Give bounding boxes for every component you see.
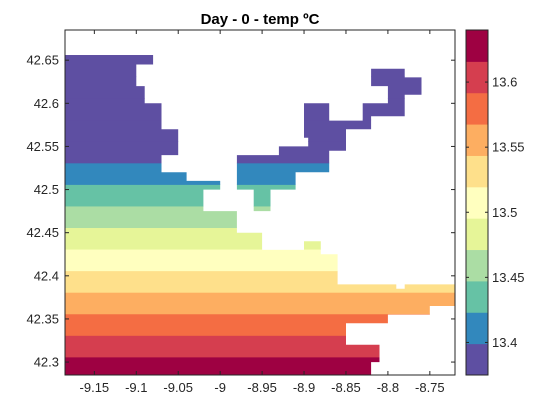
x-tick-label: -9 [214, 380, 226, 395]
colorbar-segment [466, 124, 488, 156]
colorbar-segment [466, 280, 488, 313]
colorbar-segment [466, 155, 488, 188]
plot-area [65, 30, 455, 375]
colorbar-segment [466, 312, 488, 345]
colorbar-segment [466, 218, 488, 251]
y-tick-label: 42.55 [26, 139, 59, 154]
y-tick-label: 42.4 [34, 268, 59, 283]
colorbar-segment [466, 186, 488, 219]
y-tick-label: 42.45 [26, 225, 59, 240]
colorbar-tick-label: 13.4 [492, 335, 517, 350]
colorbar-tick-label: 13.5 [492, 205, 517, 220]
temperature-band [65, 292, 455, 315]
y-tick-label: 42.3 [34, 355, 59, 370]
colorbar-segment [466, 61, 488, 94]
colorbar-tick-label: 13.55 [492, 140, 525, 155]
colorbar-segment [466, 249, 488, 282]
x-tick-label: -8.75 [415, 380, 445, 395]
colorbar-tick-label: 13.6 [492, 75, 517, 90]
x-tick-label: -9.05 [163, 380, 193, 395]
x-tick-label: -8.9 [293, 380, 315, 395]
colorbar-segment [466, 30, 488, 62]
x-tick-label: -9.1 [125, 380, 147, 395]
temperature-band [65, 356, 455, 375]
axes: -9.15 -9.1 -9.05 -9 -8.95 -8.9 -8.85 -8.8 -8.75 4… [26, 29, 456, 395]
y-tick-label: 42.5 [34, 182, 59, 197]
x-tick-label: -8.8 [377, 380, 399, 395]
colorbar-frame [465, 29, 489, 376]
chart-title: Day - 0 - temp ºC [201, 11, 320, 28]
x-tick-label: -8.95 [247, 380, 277, 395]
x-tick-label: -8.85 [331, 380, 361, 395]
y-tick-label: 42.35 [26, 311, 59, 326]
colorbar-tick-label: 13.45 [492, 270, 525, 285]
y-tick-label: 42.6 [34, 96, 59, 111]
plot-frame [64, 29, 456, 376]
colorbar-segment [466, 92, 488, 125]
colorbar: 13.4 13.45 13.5 13.55 13.6 [465, 29, 525, 376]
x-tick-label: -9.15 [80, 380, 110, 395]
colorbar-segment [466, 343, 488, 376]
y-tick-label: 42.65 [26, 53, 59, 68]
